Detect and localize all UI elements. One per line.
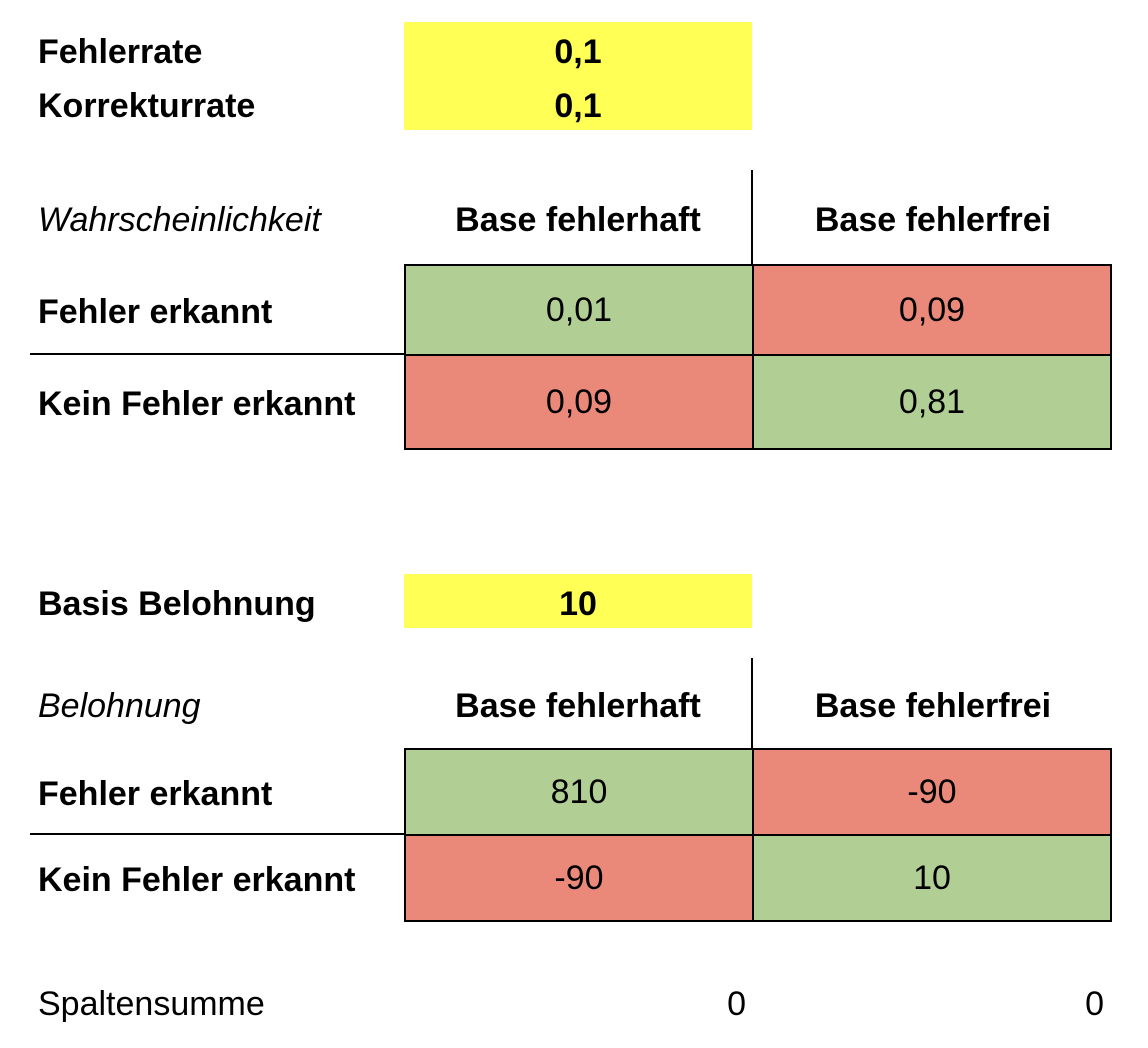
probability-table-title: Wahrscheinlichkeit xyxy=(38,201,321,239)
probability-col-header-faulty: Base fehlerhaft xyxy=(455,200,701,239)
reward-cell: -90 xyxy=(404,834,754,922)
column-sum-value: 0 xyxy=(727,985,746,1023)
error-rate-label: Fehlerrate xyxy=(38,33,203,71)
probability-cell: 0,09 xyxy=(752,264,1112,356)
reward-row-label-not-detected: Kein Fehler erkannt xyxy=(38,861,356,899)
header-divider xyxy=(751,658,753,750)
reward-cell: 10 xyxy=(752,834,1112,922)
probability-row-label-not-detected: Kein Fehler erkannt xyxy=(38,385,356,423)
probability-cell: 0,09 xyxy=(404,354,754,450)
correction-rate-value[interactable]: 0,1 xyxy=(554,86,602,125)
base-reward-value[interactable]: 10 xyxy=(559,584,597,623)
row-divider xyxy=(30,833,406,835)
column-sum-value: 0 xyxy=(1085,985,1104,1023)
base-reward-input-highlight xyxy=(404,574,752,628)
probability-cell: 0,81 xyxy=(752,354,1112,450)
reward-cell: 810 xyxy=(404,748,754,836)
error-rate-value[interactable]: 0,1 xyxy=(554,32,602,71)
reward-row-label-detected: Fehler erkannt xyxy=(38,775,273,813)
header-divider xyxy=(751,170,753,266)
parameter-input-highlight xyxy=(404,22,752,130)
reward-col-header-faultfree: Base fehlerfrei xyxy=(814,686,1052,725)
correction-rate-label: Korrekturrate xyxy=(38,87,256,125)
reward-col-header-faulty: Base fehlerhaft xyxy=(455,686,701,725)
reward-table-title: Belohnung xyxy=(38,687,201,725)
row-divider xyxy=(30,353,406,355)
probability-col-header-faultfree: Base fehlerfrei xyxy=(814,200,1052,239)
probability-row-label-detected: Fehler erkannt xyxy=(38,293,273,331)
probability-cell: 0,01 xyxy=(404,264,754,356)
column-sum-label: Spaltensumme xyxy=(38,985,265,1023)
base-reward-label: Basis Belohnung xyxy=(38,585,316,623)
reward-cell: -90 xyxy=(752,748,1112,836)
